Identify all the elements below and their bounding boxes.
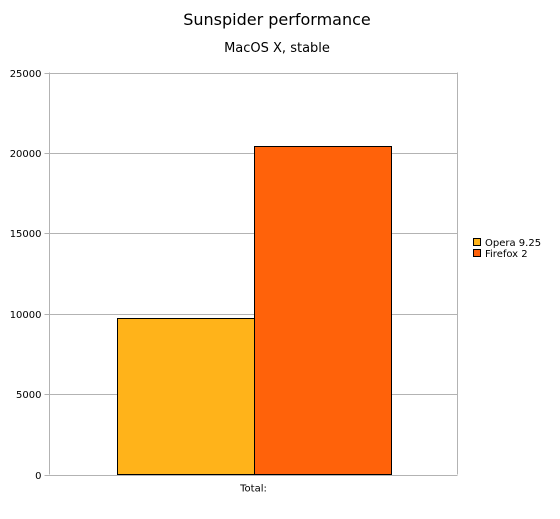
plot-frame [49,72,458,475]
y-tick-label: 15000 [10,229,42,240]
bar-opera [117,318,255,475]
y-tick-label: 5000 [16,390,41,401]
x-axis-ticks: Total: [239,484,267,495]
y-tick-label: 20000 [10,149,42,160]
y-tick-label: 25000 [10,69,42,80]
legend-label: Opera 9.25 [485,238,541,249]
chart-subtitle: MacOS X, stable [224,41,330,56]
y-tick-label: 0 [35,471,41,482]
y-axis-ticks: 0 5000 10000 15000 20000 25000 [10,69,42,482]
y-tick-label: 10000 [10,310,42,321]
chart-title: Sunspider performance [183,10,371,29]
legend-swatch [473,249,481,257]
bars [117,146,392,475]
gridlines [44,73,458,476]
legend-swatch [473,238,481,246]
bar-firefox [254,146,392,475]
x-tick-label: Total: [239,484,267,495]
legend-label: Firefox 2 [485,249,528,260]
